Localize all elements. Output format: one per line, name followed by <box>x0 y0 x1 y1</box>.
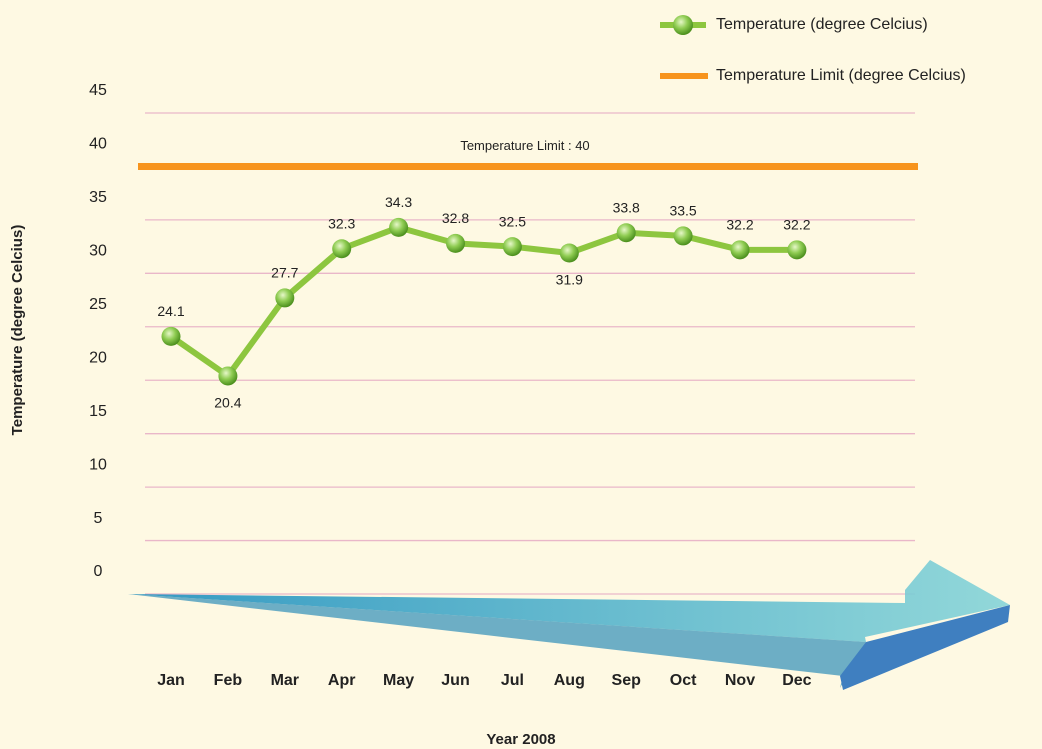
x-tick-label: Nov <box>725 672 755 689</box>
x-tick-label: Sep <box>612 672 642 689</box>
axis-arrow <box>128 560 1010 690</box>
limit-label: Temperature Limit : 40 <box>460 138 589 153</box>
marker <box>674 226 693 245</box>
x-tick-label: Aug <box>554 672 585 689</box>
y-tick-label: 10 <box>89 456 107 473</box>
y-tick-label: 0 <box>94 563 103 580</box>
marker <box>617 223 636 242</box>
marker <box>162 327 181 346</box>
data-label: 24.1 <box>157 303 184 319</box>
data-label: 32.2 <box>726 217 753 233</box>
y-tick-label: 45 <box>89 82 107 99</box>
marker <box>389 218 408 237</box>
legend-label: Temperature (degree Celcius) <box>716 16 928 33</box>
x-tick-label: Jun <box>441 672 469 689</box>
chart: Temperature (degree Celcius) Year 2008 0… <box>0 0 1042 749</box>
y-tick-label: 25 <box>89 296 107 313</box>
marker <box>332 239 351 258</box>
data-label: 32.2 <box>783 217 810 233</box>
data-label: 32.8 <box>442 210 469 226</box>
marker <box>503 237 522 256</box>
data-label: 27.7 <box>271 265 298 281</box>
x-tick-label: Feb <box>214 672 243 689</box>
marker <box>731 240 750 259</box>
x-axis-title: Year 2008 <box>486 731 555 748</box>
y-tick-label: 5 <box>94 510 103 527</box>
y-tick-label: 35 <box>89 189 107 206</box>
x-tick-label: Apr <box>328 672 356 689</box>
y-tick-label: 40 <box>89 136 107 153</box>
legend-label: Temperature Limit (degree Celcius) <box>716 67 966 84</box>
x-tick-label: Jul <box>501 672 524 689</box>
legend-marker <box>673 15 693 35</box>
marker <box>275 288 294 307</box>
line <box>171 227 797 376</box>
y-tick-label: 30 <box>89 243 107 260</box>
data-label: 32.3 <box>328 215 355 231</box>
marker <box>446 234 465 253</box>
x-tick-label: Dec <box>782 672 811 689</box>
y-axis-title: Temperature (degree Celcius) <box>9 225 26 436</box>
y-tick-label: 20 <box>89 349 107 366</box>
marker <box>218 366 237 385</box>
x-tick-label: Oct <box>670 672 697 689</box>
x-tick-label: Jan <box>157 672 185 689</box>
data-label: 32.5 <box>499 213 526 229</box>
data-label: 31.9 <box>556 272 583 288</box>
marker <box>560 244 579 263</box>
marker <box>787 240 806 259</box>
data-label: 33.8 <box>613 199 640 215</box>
data-label: 20.4 <box>214 395 241 411</box>
data-label: 34.3 <box>385 194 412 210</box>
data-label: 33.5 <box>669 203 696 219</box>
x-tick-label: Mar <box>271 672 299 689</box>
x-tick-label: May <box>383 672 414 689</box>
y-tick-label: 15 <box>89 403 107 420</box>
